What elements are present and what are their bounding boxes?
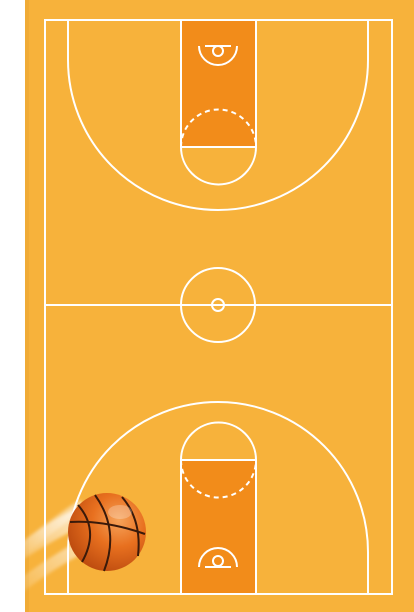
- bottom-restricted-arc: [198, 547, 238, 568]
- bottom-free-throw-arc-dashed: [180, 459, 257, 499]
- top-three-point-line: [67, 20, 369, 211]
- top-paint: [180, 19, 257, 148]
- top-free-throw-arc-dashed: [180, 108, 257, 148]
- center-circle: [180, 267, 256, 343]
- top-restricted-arc: [198, 45, 238, 66]
- bottom-basket: [212, 555, 224, 567]
- center-dot: [211, 298, 225, 312]
- top-free-throw-arc-solid: [180, 146, 257, 186]
- bottom-three-point-line: [67, 401, 369, 594]
- bottom-paint: [180, 459, 257, 595]
- top-basket: [212, 45, 224, 57]
- bottom-free-throw-arc-solid: [180, 421, 257, 461]
- basketball-icon: [68, 493, 146, 572]
